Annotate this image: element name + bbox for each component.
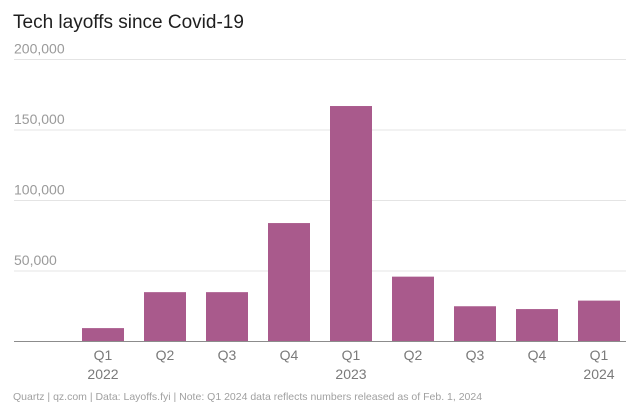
x-tick-label: Q2 — [404, 347, 423, 363]
x-tick-label: Q4 — [528, 347, 547, 363]
y-tick-label: 50,000 — [14, 252, 57, 268]
y-tick-label: 150,000 — [14, 111, 65, 127]
y-tick-label: 100,000 — [14, 182, 65, 198]
x-tick-label: Q2 — [156, 347, 175, 363]
bar — [268, 223, 310, 342]
chart-footer: Quartz | qz.com | Data: Layoffs.fyi | No… — [13, 391, 483, 403]
bar — [144, 292, 186, 342]
bar — [206, 292, 248, 342]
bar — [330, 106, 372, 342]
bar — [516, 309, 558, 342]
bar — [82, 328, 124, 342]
x-tick-label: Q4 — [280, 347, 299, 363]
x-tick-label: Q1 — [590, 347, 609, 363]
x-tick-year-label: 2022 — [87, 366, 118, 382]
x-tick-label: Q1 — [94, 347, 113, 363]
bar — [454, 306, 496, 342]
x-tick-year-label: 2023 — [335, 366, 366, 382]
x-tick-label: Q3 — [466, 347, 485, 363]
bar — [392, 276, 434, 342]
gridlines: 50,000 100,000 150,000 200,000 — [14, 41, 626, 272]
bar — [578, 300, 620, 342]
x-axis: Q1 2022 Q2 Q3 Q4 Q1 2023 Q2 Q3 Q4 Q1 2024 — [14, 341, 626, 382]
chart-title: Tech layoffs since Covid-19 — [13, 12, 244, 33]
bars — [82, 106, 620, 342]
x-tick-label: Q3 — [218, 347, 237, 363]
y-tick-label: 200,000 — [14, 41, 65, 57]
x-tick-year-label: 2024 — [583, 366, 614, 382]
x-tick-label: Q1 — [342, 347, 361, 363]
